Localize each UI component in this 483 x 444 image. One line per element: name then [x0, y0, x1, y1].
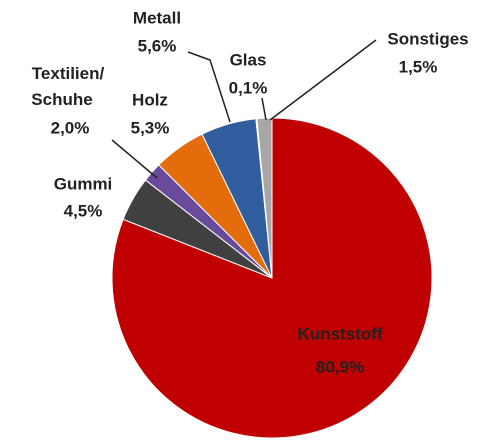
leader-line	[269, 39, 377, 121]
value-label: 80,9%	[316, 357, 364, 376]
leader-line	[261, 97, 267, 121]
value-label: 4,5%	[64, 201, 103, 220]
category-label: Gummi	[54, 174, 113, 193]
value-label: 2,0%	[51, 118, 90, 137]
category-label: Metall	[133, 8, 181, 27]
leader-line	[187, 51, 231, 123]
value-label: 5,6%	[138, 36, 177, 55]
value-label: 5,3%	[131, 118, 170, 137]
category-label: Glas	[230, 50, 267, 69]
value-label: 1,5%	[399, 57, 438, 76]
category-label: Textilien/Schuhe	[31, 64, 104, 109]
category-label: Kunststoff	[298, 324, 383, 343]
value-label: 0,1%	[229, 78, 268, 97]
category-label: Holz	[132, 90, 168, 109]
leader-line	[111, 139, 158, 179]
category-label: Sonstiges	[387, 29, 468, 48]
